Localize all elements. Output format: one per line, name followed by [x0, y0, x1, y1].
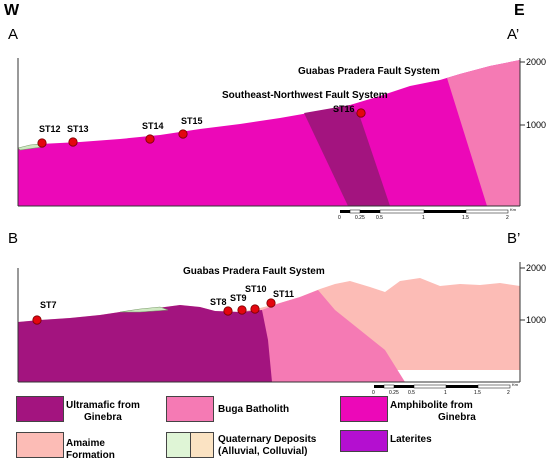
- section-b-end-label: B’: [507, 230, 521, 247]
- scale-unit: Km: [510, 207, 516, 212]
- station-label: ST11: [273, 289, 295, 299]
- station-label: ST16: [333, 104, 355, 114]
- legend-label-quaternary: Quaternary Deposits (Alluvial, Colluvial): [218, 434, 317, 457]
- station-label: ST14: [142, 121, 164, 131]
- west-label: W: [4, 2, 20, 19]
- station-marker: [145, 134, 155, 144]
- section-b-start-label: B: [8, 230, 19, 247]
- section-ab-amphibolite: [18, 60, 520, 206]
- scale-tick: 1.5: [474, 390, 481, 396]
- station-label: ST13: [67, 124, 89, 134]
- scale-tick: 0.25: [355, 215, 365, 221]
- station-marker: [178, 129, 188, 139]
- legend-label-amaime: Amaime Formation: [66, 438, 115, 461]
- station-label: ST7: [40, 300, 57, 310]
- east-label: E: [514, 2, 525, 19]
- legend-swatch-laterites: [340, 430, 388, 452]
- scale-tick: 0: [372, 390, 375, 396]
- station-marker: [356, 108, 366, 118]
- fault-label: Guabas Pradera Fault System: [183, 266, 325, 277]
- legend-swatch-amaime: [16, 432, 64, 458]
- legend-swatch-amphibolite: [340, 396, 388, 422]
- section-a-start-label: A: [8, 26, 19, 43]
- scale-bar-bb: [374, 384, 511, 389]
- legend-swatch-quaternary-colluvial: [190, 432, 214, 458]
- scale-tick: 1.5: [462, 215, 469, 221]
- scale-bar-ab: [340, 209, 509, 214]
- scale-unit: Km: [512, 382, 518, 387]
- station-marker: [266, 298, 276, 308]
- station-marker: [250, 304, 260, 314]
- legend-label-amphibolite: Amphibolite from Ginebra: [390, 400, 476, 423]
- section-bb-ultramafic: [18, 305, 272, 382]
- section-ab-ultramafic: [304, 105, 390, 206]
- station-marker: [37, 138, 47, 148]
- elevation-label: 2000: [526, 57, 547, 67]
- station-marker: [68, 137, 78, 147]
- scale-tick: 0.25: [389, 390, 399, 396]
- station-label: ST8: [210, 297, 227, 307]
- legend-swatch-quaternary-alluvial: [166, 432, 190, 458]
- station-marker: [237, 305, 247, 315]
- scale-tick: 0.5: [408, 390, 415, 396]
- elevation-label: 1000: [526, 315, 547, 325]
- legend-swatch-batholith: [166, 396, 214, 422]
- section-a-end-label: A’: [507, 26, 520, 43]
- fault-label: Southeast-Northwest Fault System: [222, 90, 388, 101]
- legend-label-batholith: Buga Batholith: [218, 404, 290, 415]
- station-label: ST10: [245, 284, 267, 294]
- scale-tick: 2: [506, 215, 509, 221]
- scale-tick: 2: [507, 390, 510, 396]
- section-ab-batholith: [447, 60, 520, 206]
- station-marker: [223, 306, 233, 316]
- section-bb-batholith: [262, 290, 405, 382]
- scale-tick: 1: [444, 390, 447, 396]
- legend-label-ultramafic: Ultramafic from Ginebra: [66, 400, 140, 423]
- elevation-label: 2000: [526, 263, 547, 273]
- station-label: ST9: [230, 293, 247, 303]
- legend-label-laterites: Laterites: [390, 434, 432, 445]
- scale-tick: 1: [422, 215, 425, 221]
- legend-swatch-ultramafic: [16, 396, 64, 422]
- section-ab-geology: [17, 58, 525, 207]
- fault-label: Guabas Pradera Fault System: [298, 66, 440, 77]
- scale-tick: 0: [338, 215, 341, 221]
- station-label: ST12: [39, 124, 61, 134]
- section-bb-geology: [17, 262, 525, 383]
- scale-tick: 0.5: [376, 215, 383, 221]
- section-bb-quaternary: [119, 306, 169, 313]
- station-marker: [32, 315, 42, 325]
- station-label: ST15: [181, 116, 203, 126]
- elevation-label: 1000: [526, 120, 547, 130]
